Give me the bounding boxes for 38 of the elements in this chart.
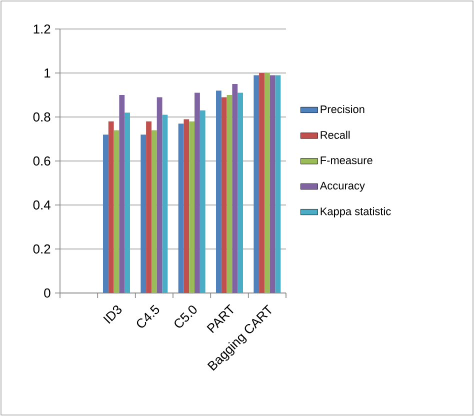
legend-label: Recall [320,130,350,139]
bar [238,92,243,293]
legend-label: Accuracy [320,182,365,192]
y-tick-label: 0.8 [33,112,50,122]
bar [200,110,206,293]
bar [140,134,146,293]
bar [194,92,200,293]
bar [189,121,195,293]
y-tick-label: 0.4 [33,200,50,210]
bar [184,119,190,293]
legend-label: Kappa statistic [320,207,391,218]
bar [178,124,184,293]
legend-label: F-measure [320,156,372,164]
bar [270,75,276,293]
y-tick-label: 1.2 [34,24,50,34]
bar [254,75,260,293]
bar [119,95,125,293]
bar [124,112,130,293]
y-tick-label: 0.2 [33,244,50,254]
bar [103,134,108,293]
bar [226,95,232,293]
legend-label: Precision [320,105,364,114]
bar [156,97,162,293]
bar [162,114,168,293]
y-tick-label: 1 [44,68,50,78]
x-tick-label: ID3 [103,305,122,324]
bar [108,121,114,293]
bar [275,75,281,293]
y-tick-label: 0 [44,288,50,298]
bar [259,73,264,293]
bar [151,130,157,293]
bar [216,90,222,293]
bar [114,130,120,293]
bar [232,84,238,293]
bar [221,97,227,293]
bar [146,121,152,293]
y-tick-label: 0.6 [33,156,50,166]
bar [264,73,270,293]
